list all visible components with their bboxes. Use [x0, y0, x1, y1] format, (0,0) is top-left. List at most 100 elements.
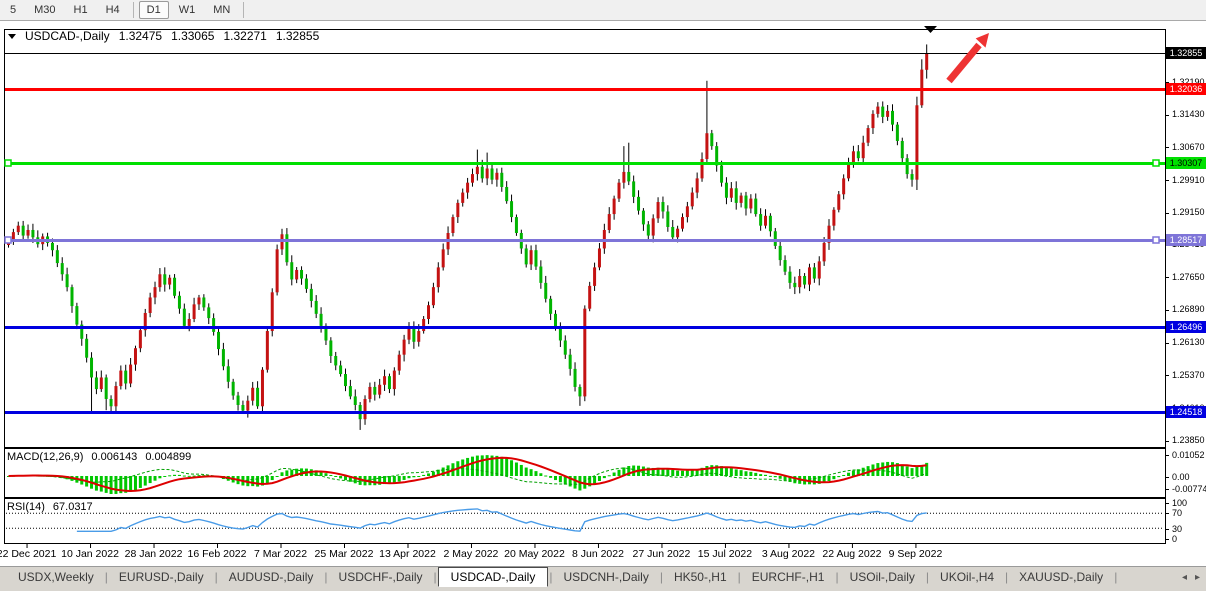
- date-tick-label: 13 Apr 2022: [379, 548, 436, 560]
- date-tick-label: 3 Aug 2022: [761, 548, 816, 560]
- hline-handle[interactable]: [4, 159, 12, 167]
- macd-value-main: 0.006143: [91, 451, 138, 463]
- tabs-scroll-left-icon[interactable]: ◂: [1181, 571, 1187, 583]
- tab-separator: |: [737, 570, 741, 584]
- price-axis-box: 1.32855: [1166, 47, 1206, 60]
- price-tick-label: 1.32190: [1172, 76, 1205, 87]
- tab-xauusd-daily[interactable]: XAUUSD-,Daily: [1019, 570, 1104, 584]
- timeframe-toolbar: 5 M30 H1 H4 D1 W1 MN: [0, 0, 1206, 21]
- tab-usdcnh-daily[interactable]: USDCNH-,Daily: [563, 570, 649, 584]
- price-tick-label: 1.29910: [1172, 174, 1205, 185]
- toolbar-separator: [132, 2, 134, 18]
- hline-1.24518[interactable]: [5, 411, 1165, 414]
- price-tick-label: 1.29150: [1172, 207, 1205, 218]
- timeframe-button-m30[interactable]: M30: [34, 4, 56, 16]
- hline-1.32036[interactable]: [5, 88, 1165, 91]
- date-tick-label: 9 Sep 2022: [888, 548, 943, 560]
- price-tick-label: 1.27650: [1172, 271, 1205, 282]
- chart-symbol-period: USDCAD-,Daily: [25, 29, 110, 43]
- price-axis-box: 1.32036: [1166, 82, 1206, 95]
- macd-label: MACD(12,26,9) 0.006143 0.004899: [7, 451, 191, 463]
- tab-separator: |: [659, 570, 663, 584]
- macd-name: MACD(12,26,9): [7, 451, 84, 463]
- tab-usoil-daily[interactable]: USOil-,Daily: [849, 570, 915, 584]
- rsi-axis-label: 100: [1172, 497, 1188, 508]
- hline-handle[interactable]: [4, 236, 12, 244]
- annotations[interactable]: [924, 26, 989, 84]
- tab-separator: |: [835, 570, 839, 584]
- rsi-name: RSI(14): [7, 501, 45, 513]
- rsi-value: 67.0317: [52, 501, 93, 513]
- timeframe-button-w1[interactable]: W1: [178, 4, 196, 16]
- macd-osma-line: [8, 467, 927, 485]
- tab-eurusd-daily[interactable]: EURUSD-,Daily: [118, 570, 204, 584]
- rsi-axis-label: 30: [1172, 523, 1183, 534]
- tab-ukoil-h4[interactable]: UKOil-,H4: [940, 570, 995, 584]
- panel-borders: [4, 29, 1166, 544]
- tab-separator: |: [549, 570, 553, 584]
- hline-1.28517[interactable]: [5, 239, 1165, 242]
- price-axis-box: 1.26496: [1166, 320, 1206, 333]
- timeframe-button-h4[interactable]: H4: [105, 4, 120, 16]
- date-tick-label: 15 Jul 2022: [697, 548, 753, 560]
- hline-1.32855[interactable]: [5, 53, 1165, 54]
- date-tick-label: 7 Mar 2022: [253, 548, 308, 560]
- rsi-panel: [6, 508, 1164, 532]
- price-tick-label: 1.25370: [1172, 369, 1205, 380]
- tab-usdchf-daily[interactable]: USDCHF-,Daily: [338, 570, 423, 584]
- tabs-scroll-right-icon[interactable]: ▸: [1194, 571, 1200, 583]
- tab-usdcad-daily[interactable]: USDCAD-,Daily: [437, 567, 549, 587]
- price-axis-box: 1.24518: [1166, 405, 1206, 418]
- timeframe-button-5[interactable]: 5: [10, 4, 17, 16]
- hline-handle[interactable]: [1152, 236, 1160, 244]
- chart-tabs-bar: USDX,Weekly | EURUSD-,Daily | AUDUSD-,Daily |…: [0, 566, 1206, 591]
- tab-separator: |: [324, 570, 328, 584]
- hline-1.26496[interactable]: [5, 326, 1165, 329]
- axis-tick-marks: [26, 82, 1169, 548]
- macd-axis-label: 0.00: [1172, 471, 1190, 482]
- chart-canvas[interactable]: [0, 21, 1206, 566]
- date-tick-label: 22 Dec 2021: [0, 548, 57, 560]
- symbol-dropdown-icon[interactable]: [8, 33, 16, 39]
- rsi-label: RSI(14) 67.0317: [7, 501, 93, 513]
- timeframe-buttons: 5 M30 H1 H4 D1 W1 MN: [0, 0, 248, 20]
- tabs-scroll-arrows: ◂ ▸: [1182, 567, 1206, 587]
- price-tick-label: 1.26130: [1172, 337, 1205, 348]
- trend-arrow-head[interactable]: [975, 33, 989, 48]
- date-tick-label: 27 Jun 2022: [632, 548, 691, 560]
- price-axis-box: 1.30307: [1166, 157, 1206, 170]
- tab-usdx-weekly[interactable]: USDX,Weekly: [18, 570, 94, 584]
- tab-separator: |: [925, 570, 930, 584]
- timeframe-button-mn[interactable]: MN: [213, 4, 231, 16]
- chart-region: USDCAD-,Daily 1.32475 1.33065 1.32271 1.…: [0, 21, 1206, 566]
- date-tick-label: 20 May 2022: [504, 548, 565, 560]
- date-tick-label: 10 Jan 2022: [61, 548, 119, 560]
- macd-value-signal: 0.004899: [145, 451, 192, 463]
- date-tick-label: 8 Jun 2022: [571, 548, 624, 560]
- down-triangle-marker[interactable]: [924, 26, 937, 33]
- price-tick-label: 1.30670: [1172, 141, 1205, 152]
- tab-hk50-h1[interactable]: HK50-,H1: [673, 570, 727, 584]
- tab-separator: |: [433, 570, 437, 584]
- hline-handle[interactable]: [1152, 159, 1160, 167]
- tab-audusd-daily[interactable]: AUDUSD-,Daily: [228, 570, 314, 584]
- price-axis-box: 1.28517: [1166, 234, 1206, 246]
- macd-axis-label: 0.01052: [1172, 449, 1205, 460]
- ohlc-open: 1.32475: [118, 29, 163, 43]
- candles-layer: [7, 44, 929, 430]
- macd-axis-label: -0.00774: [1172, 483, 1206, 494]
- timeframe-button-d1[interactable]: D1: [138, 1, 169, 19]
- chart-title: USDCAD-,Daily 1.32475 1.33065 1.32271 1.…: [8, 29, 319, 43]
- trend-arrow-shaft[interactable]: [946, 42, 982, 84]
- horizontal-lines[interactable]: [4, 53, 1165, 414]
- chart-tabs: USDX,Weekly | EURUSD-,Daily | AUDUSD-,Daily |…: [0, 567, 1118, 587]
- toolbar-separator: [243, 2, 245, 18]
- tab-eurchf-h1[interactable]: EURCHF-,H1: [751, 570, 825, 584]
- price-tick-label: 1.23850: [1172, 435, 1205, 446]
- date-tick-label: 25 Mar 2022: [314, 548, 374, 560]
- hline-1.30307[interactable]: [5, 162, 1165, 165]
- macd-signal-line: [8, 456, 927, 493]
- ohlc-low: 1.32271: [223, 29, 267, 43]
- timeframe-button-h1[interactable]: H1: [73, 4, 88, 16]
